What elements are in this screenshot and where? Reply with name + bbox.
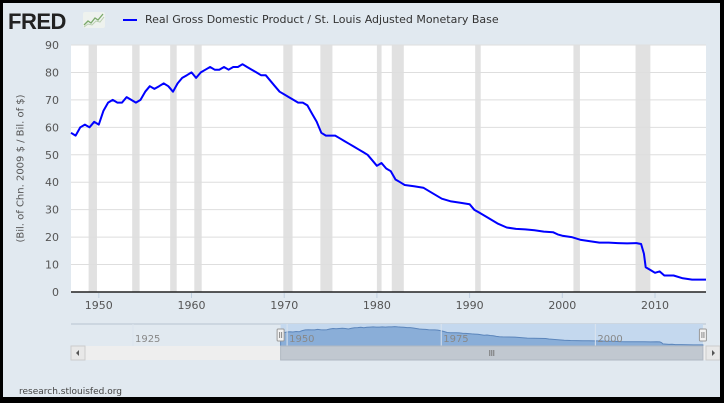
x-tick-label: 1970 (270, 299, 298, 312)
recession-band (88, 45, 97, 292)
line-chart-icon (83, 12, 105, 28)
x-tick-label: 1960 (178, 299, 206, 312)
chart-container: FRED Real Gross Domestic Product / St. L… (3, 3, 720, 397)
y-tick-label: 60 (45, 121, 59, 134)
range-navigator[interactable]: 1925 1950 1975 2000 (71, 323, 707, 347)
y-tick-label: 20 (45, 231, 59, 244)
arrow-left-icon (76, 350, 79, 356)
navigator-right-handle[interactable] (698, 328, 707, 342)
recession-band (573, 45, 580, 292)
recession-band (170, 45, 177, 292)
line-chart: 0 10 20 30 40 50 60 70 80 90 1950 1960 1970 1980 1990 2… (45, 39, 720, 361)
y-tick-label: 10 (45, 259, 59, 272)
navigator-label: 1925 (135, 334, 160, 345)
y-tick-label: 90 (45, 39, 59, 52)
navigator-series-area (280, 326, 704, 347)
recession-band (320, 45, 333, 292)
chart-legend[interactable]: Real Gross Domestic Product / St. Louis … (123, 13, 499, 26)
scroll-left-button[interactable] (70, 345, 86, 361)
fred-logo[interactable]: FRED (8, 9, 66, 34)
source-credit[interactable]: research.stlouisfed.org (19, 387, 122, 397)
series-line[interactable] (70, 63, 706, 281)
recession-band (391, 45, 404, 292)
recession-band (635, 45, 651, 292)
x-tick-label: 1980 (363, 299, 391, 312)
plot-area (71, 45, 706, 292)
y-tick-label: 30 (45, 204, 59, 217)
navigator-left-handle[interactable] (276, 328, 285, 342)
recession-band (132, 45, 140, 292)
y-tick-label: 70 (45, 94, 59, 107)
recession-band (376, 45, 382, 292)
recession-band (283, 45, 293, 292)
scrollbar[interactable] (70, 345, 720, 361)
legend-label: Real Gross Domestic Product / St. Louis … (145, 13, 499, 26)
recession-band (475, 45, 481, 292)
x-tick-label: 1950 (85, 299, 113, 312)
scroll-right-button[interactable] (705, 345, 720, 361)
y-tick-label: 0 (52, 286, 59, 299)
navigator-label: 1975 (443, 334, 468, 345)
navigator-label: 2000 (597, 334, 622, 345)
x-tick-label: 1990 (456, 299, 484, 312)
y-tick-label: 40 (45, 176, 59, 189)
legend-line-icon (123, 18, 137, 21)
navigator-label: 1950 (289, 334, 314, 345)
y-tick-label: 50 (45, 149, 59, 162)
x-tick-label: 2000 (548, 299, 576, 312)
recession-band (194, 45, 202, 292)
y-tick-label: 80 (45, 66, 59, 79)
arrow-right-icon (712, 350, 715, 356)
x-tick-label: 2010 (641, 299, 669, 312)
